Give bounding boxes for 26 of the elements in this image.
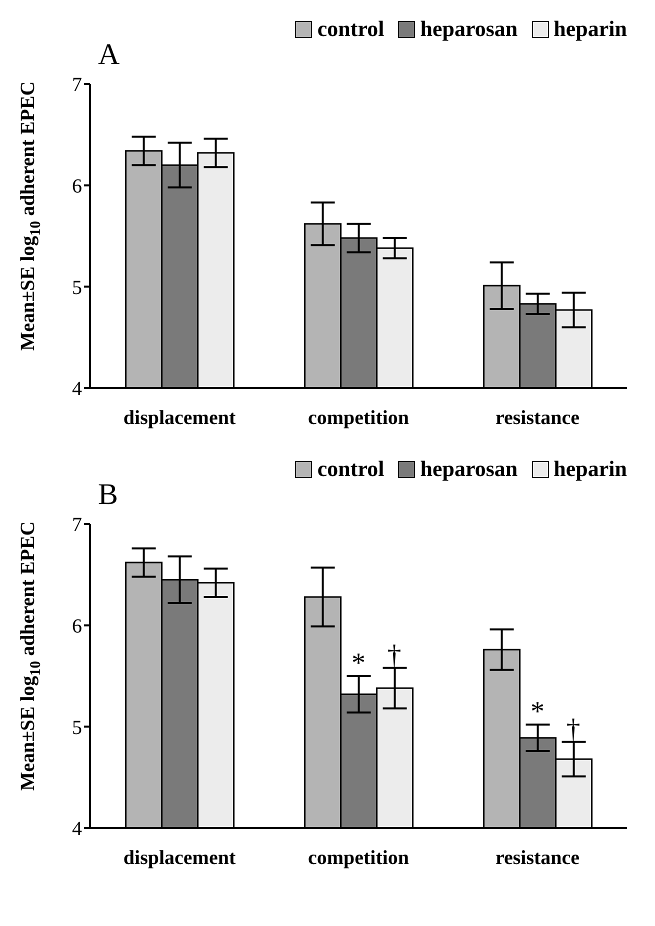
y-tick-label: 6 (72, 615, 82, 638)
y-tick-label: 7 (72, 74, 82, 96)
x-tick-label: displacement (123, 847, 236, 870)
y-tick-label: 5 (72, 716, 82, 739)
legend-label: control (316, 16, 384, 42)
legend-label: heparosan (419, 16, 518, 42)
y-tick-label: 7 (72, 514, 82, 536)
legend-label: heparosan (419, 456, 518, 482)
annotation: † (566, 714, 580, 745)
text: A (98, 38, 120, 72)
y-tick-label: 4 (72, 818, 82, 840)
annotation: † (387, 640, 402, 671)
legend-label: control (316, 456, 384, 482)
text: B (98, 478, 118, 512)
y-tick-label: 6 (72, 175, 82, 198)
legend-label: heparin (552, 16, 627, 42)
annotation: * (530, 696, 544, 728)
annotation: * (352, 648, 366, 679)
x-tick-label: resistance (495, 407, 580, 430)
x-tick-label: competition (308, 407, 410, 430)
y-tick-label: 4 (72, 378, 82, 400)
y-tick-label: 5 (72, 276, 82, 299)
x-tick-label: competition (308, 847, 410, 870)
x-tick-label: displacement (123, 407, 236, 430)
x-tick-label: resistance (495, 847, 580, 870)
legend-label: heparin (552, 456, 627, 482)
